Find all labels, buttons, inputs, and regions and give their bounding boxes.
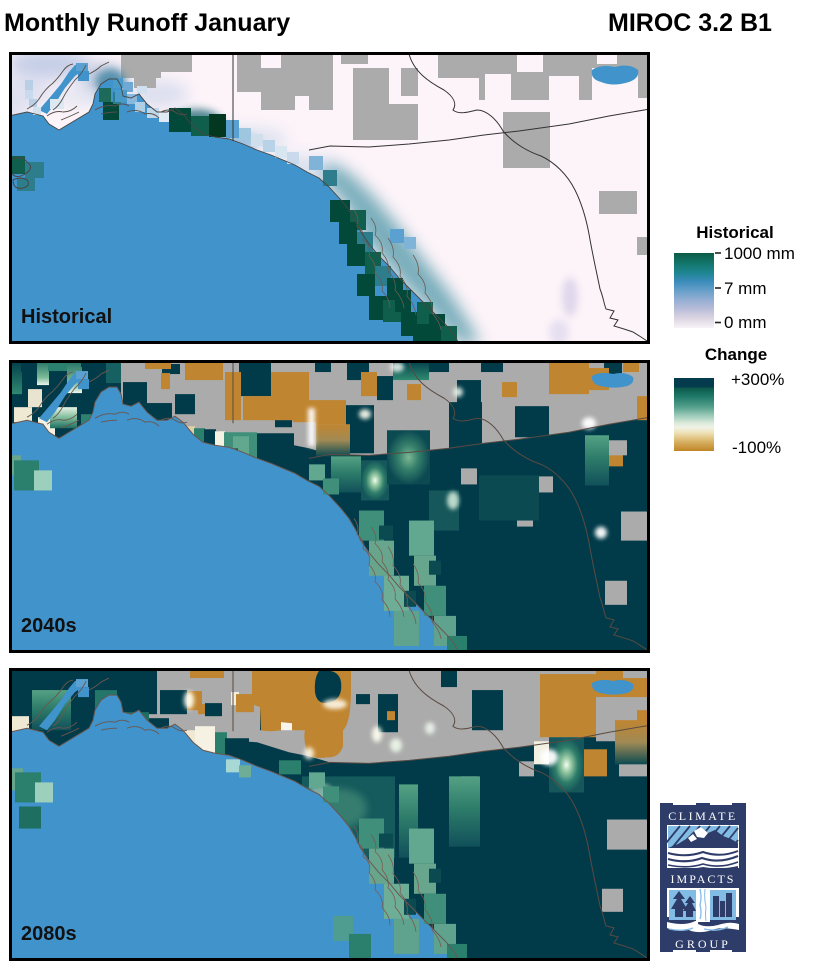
svg-text:2080s: 2080s — [21, 923, 77, 945]
svg-text:Historical: Historical — [696, 223, 773, 242]
svg-text:7 mm: 7 mm — [724, 279, 767, 298]
svg-text:1000 mm: 1000 mm — [724, 244, 795, 263]
svg-text:2040s: 2040s — [21, 615, 77, 637]
svg-text:+300%: +300% — [731, 370, 784, 389]
svg-text:-100%: -100% — [732, 438, 781, 457]
svg-text:GROUP: GROUP — [675, 937, 731, 951]
svg-text:Change: Change — [705, 345, 767, 364]
svg-text:0 mm: 0 mm — [724, 313, 767, 332]
svg-text:CLIMATE: CLIMATE — [668, 809, 738, 823]
svg-text:Historical: Historical — [21, 306, 112, 328]
svg-text:IMPACTS: IMPACTS — [671, 872, 736, 886]
